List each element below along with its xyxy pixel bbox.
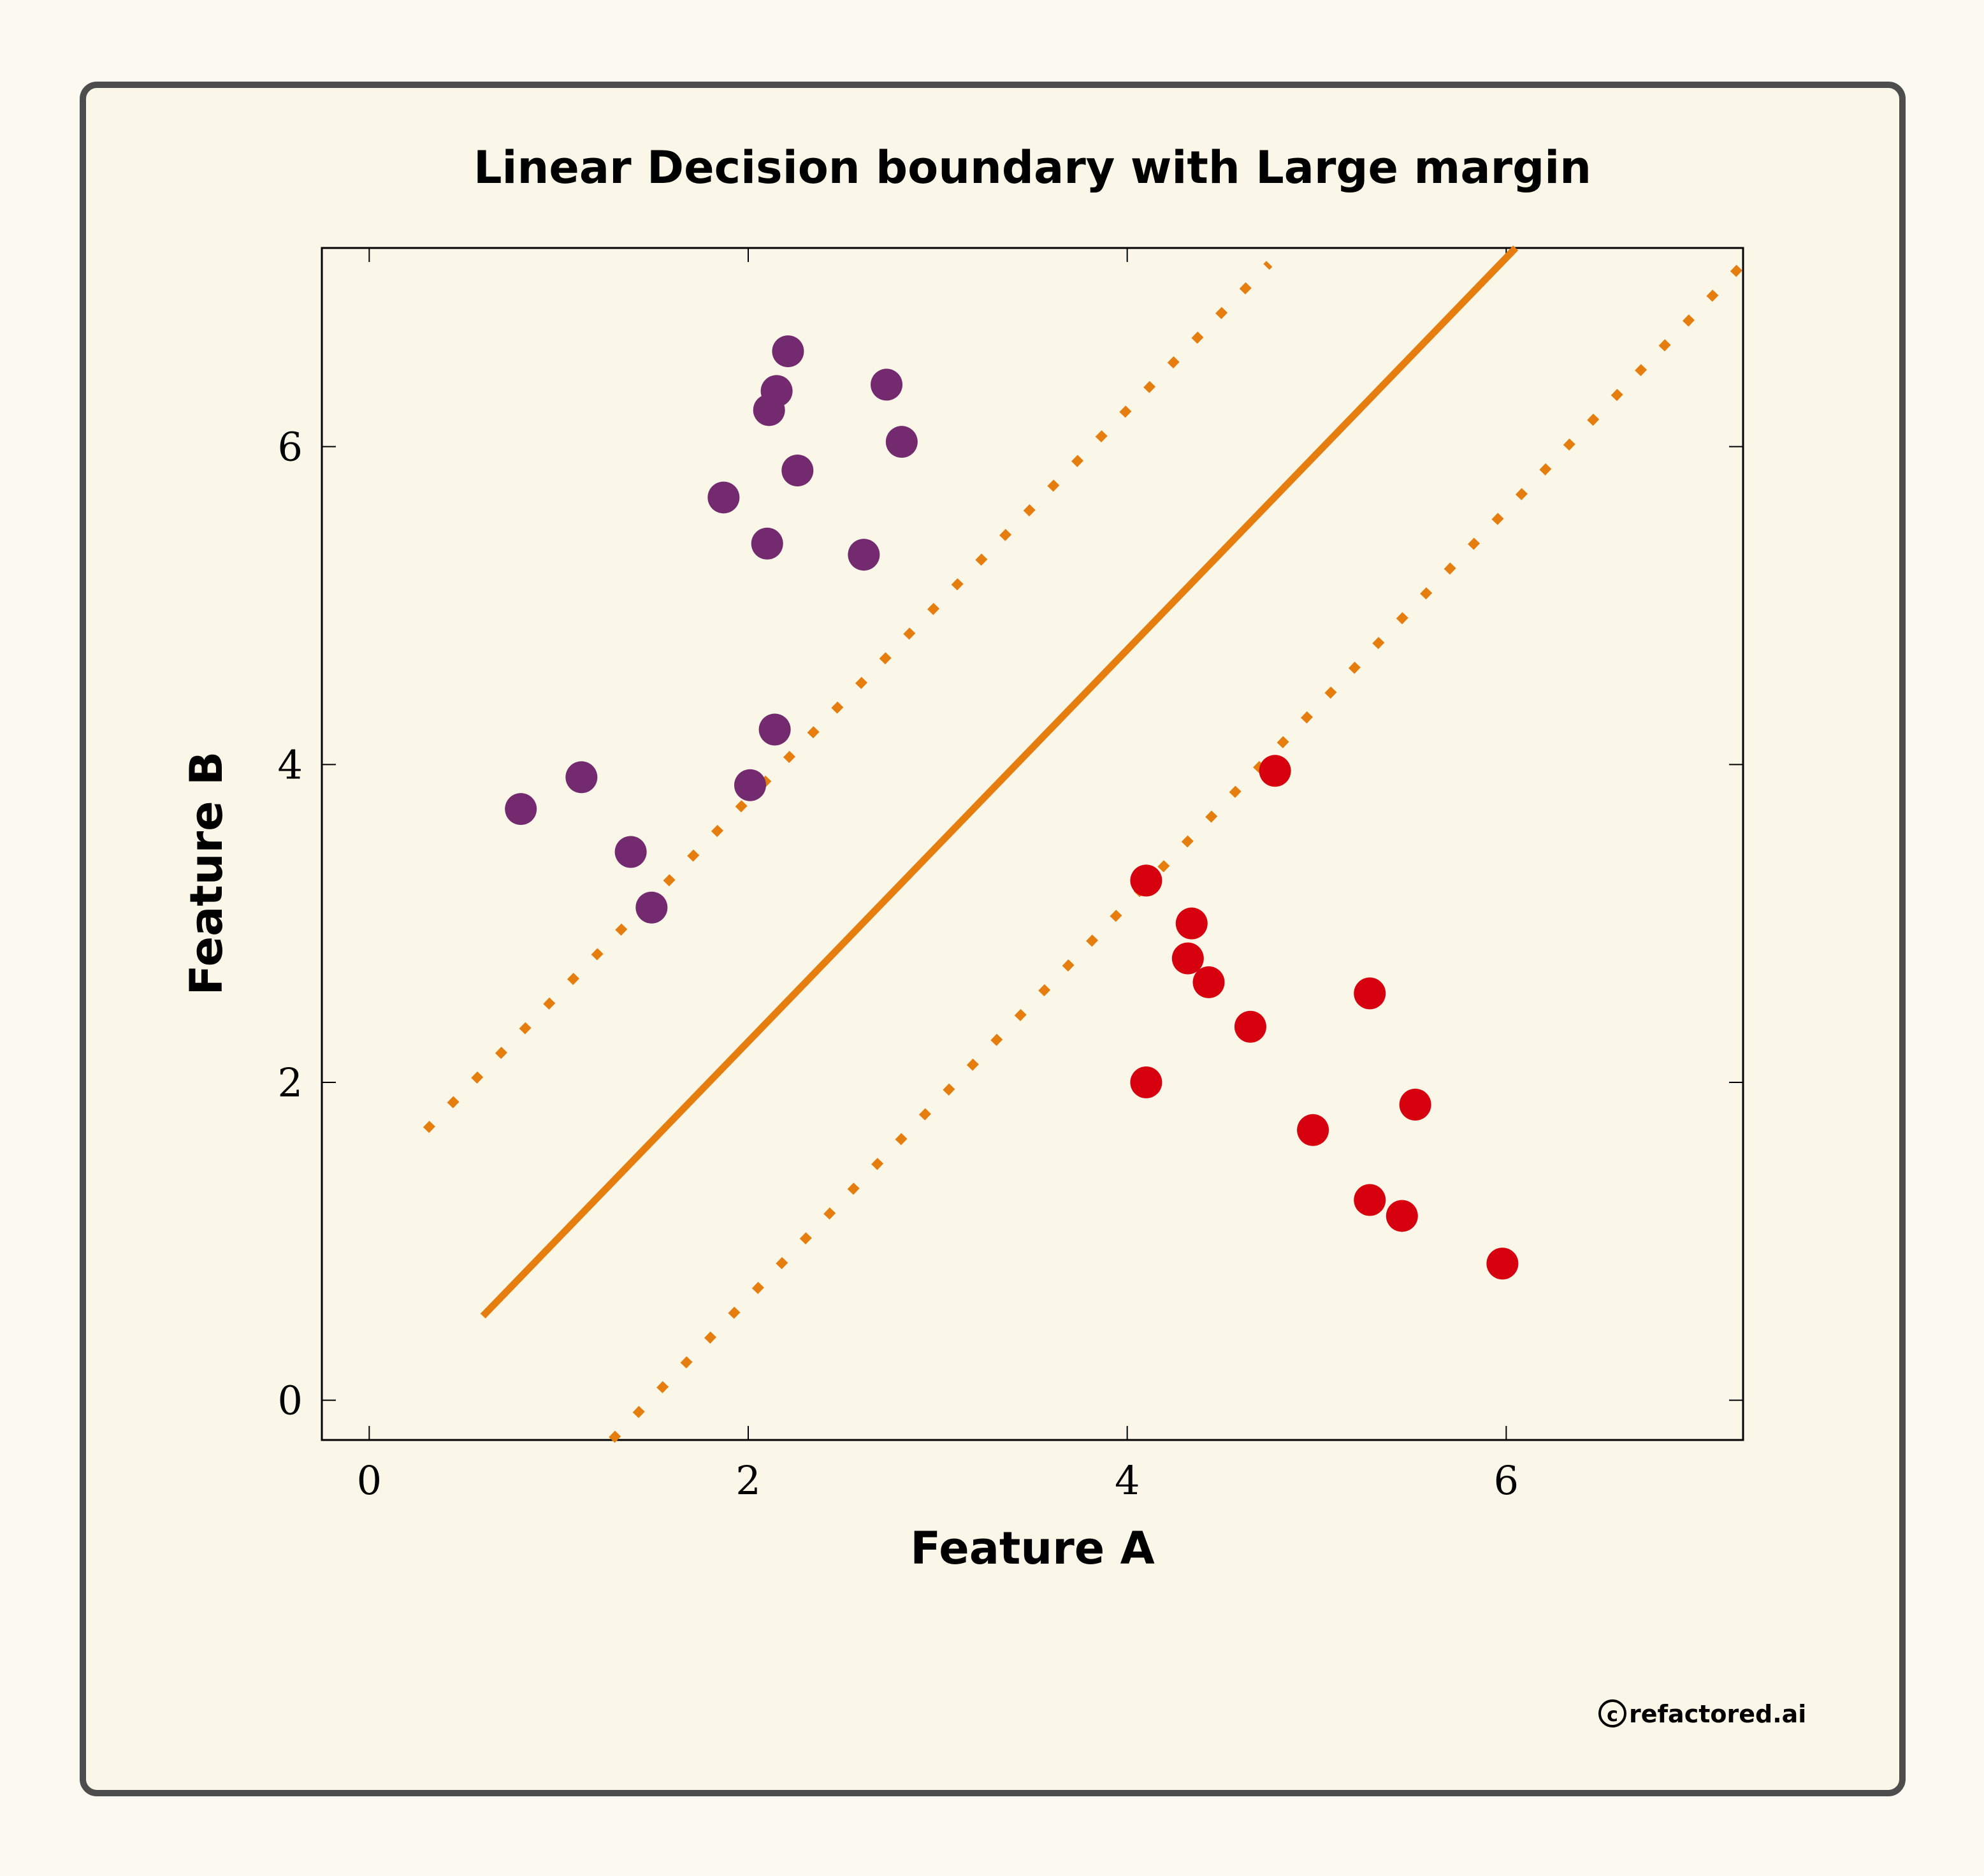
red-class-point (1171, 942, 1204, 975)
y-axis-label: Feature B (180, 752, 233, 996)
red-class-point (1130, 864, 1162, 897)
boundary-lines (423, 245, 1746, 1443)
purple-class-point (565, 761, 598, 794)
plot-area: 0 2 4 6 0 2 4 6 (278, 245, 1746, 1504)
chart-title: Linear Decision boundary with Large marg… (474, 142, 1591, 194)
card-background (80, 82, 1906, 1796)
red-class-point (1234, 1010, 1266, 1043)
purple-class-point (635, 891, 668, 924)
x-tick-label: 6 (1494, 1457, 1519, 1504)
purple-class-point (758, 713, 791, 746)
purple-class-point (781, 454, 814, 487)
copyright-icon (1598, 1699, 1626, 1727)
purple-class-point (751, 527, 783, 560)
purple-class-point (707, 481, 740, 514)
x-tick-label: 0 (357, 1457, 382, 1504)
x-tick-label: 2 (735, 1457, 760, 1504)
red-class-point (1192, 966, 1225, 998)
credit: c refactored.ai (1598, 1699, 1806, 1728)
credit-text: refactored.ai (1629, 1700, 1806, 1728)
plot-frame (321, 247, 1744, 1441)
red-class-point (1386, 1200, 1418, 1232)
y-tick-label: 2 (278, 1059, 303, 1106)
purple-class-point (772, 335, 804, 368)
red-class-point (1175, 907, 1208, 940)
decision-boundary-line (480, 245, 1519, 1319)
axis-ticks: 0 2 4 6 0 2 4 6 (278, 248, 1743, 1504)
purple-class-point (760, 375, 793, 407)
y-tick-label: 6 (278, 424, 303, 470)
purple-class-point (505, 793, 537, 825)
copyright-symbol: c (1607, 1704, 1618, 1726)
red-class-point (1354, 977, 1386, 1010)
data-points (505, 335, 1519, 1280)
purple-class-point (871, 368, 903, 401)
red-class-point (1354, 1184, 1386, 1216)
purple-class-point (848, 539, 880, 571)
red-class-point (1486, 1247, 1519, 1280)
purple-class-point (885, 426, 918, 458)
red-class-point (1297, 1114, 1329, 1146)
y-tick-label: 0 (278, 1378, 303, 1424)
x-tick-label: 4 (1115, 1457, 1140, 1504)
y-tick-label: 4 (278, 741, 303, 788)
purple-class-point (734, 769, 766, 801)
red-class-point (1130, 1066, 1162, 1098)
red-class-point (1399, 1088, 1431, 1121)
purple-class-point (614, 836, 647, 868)
x-axis-label: Feature A (910, 1522, 1155, 1574)
red-class-point (1259, 755, 1291, 787)
